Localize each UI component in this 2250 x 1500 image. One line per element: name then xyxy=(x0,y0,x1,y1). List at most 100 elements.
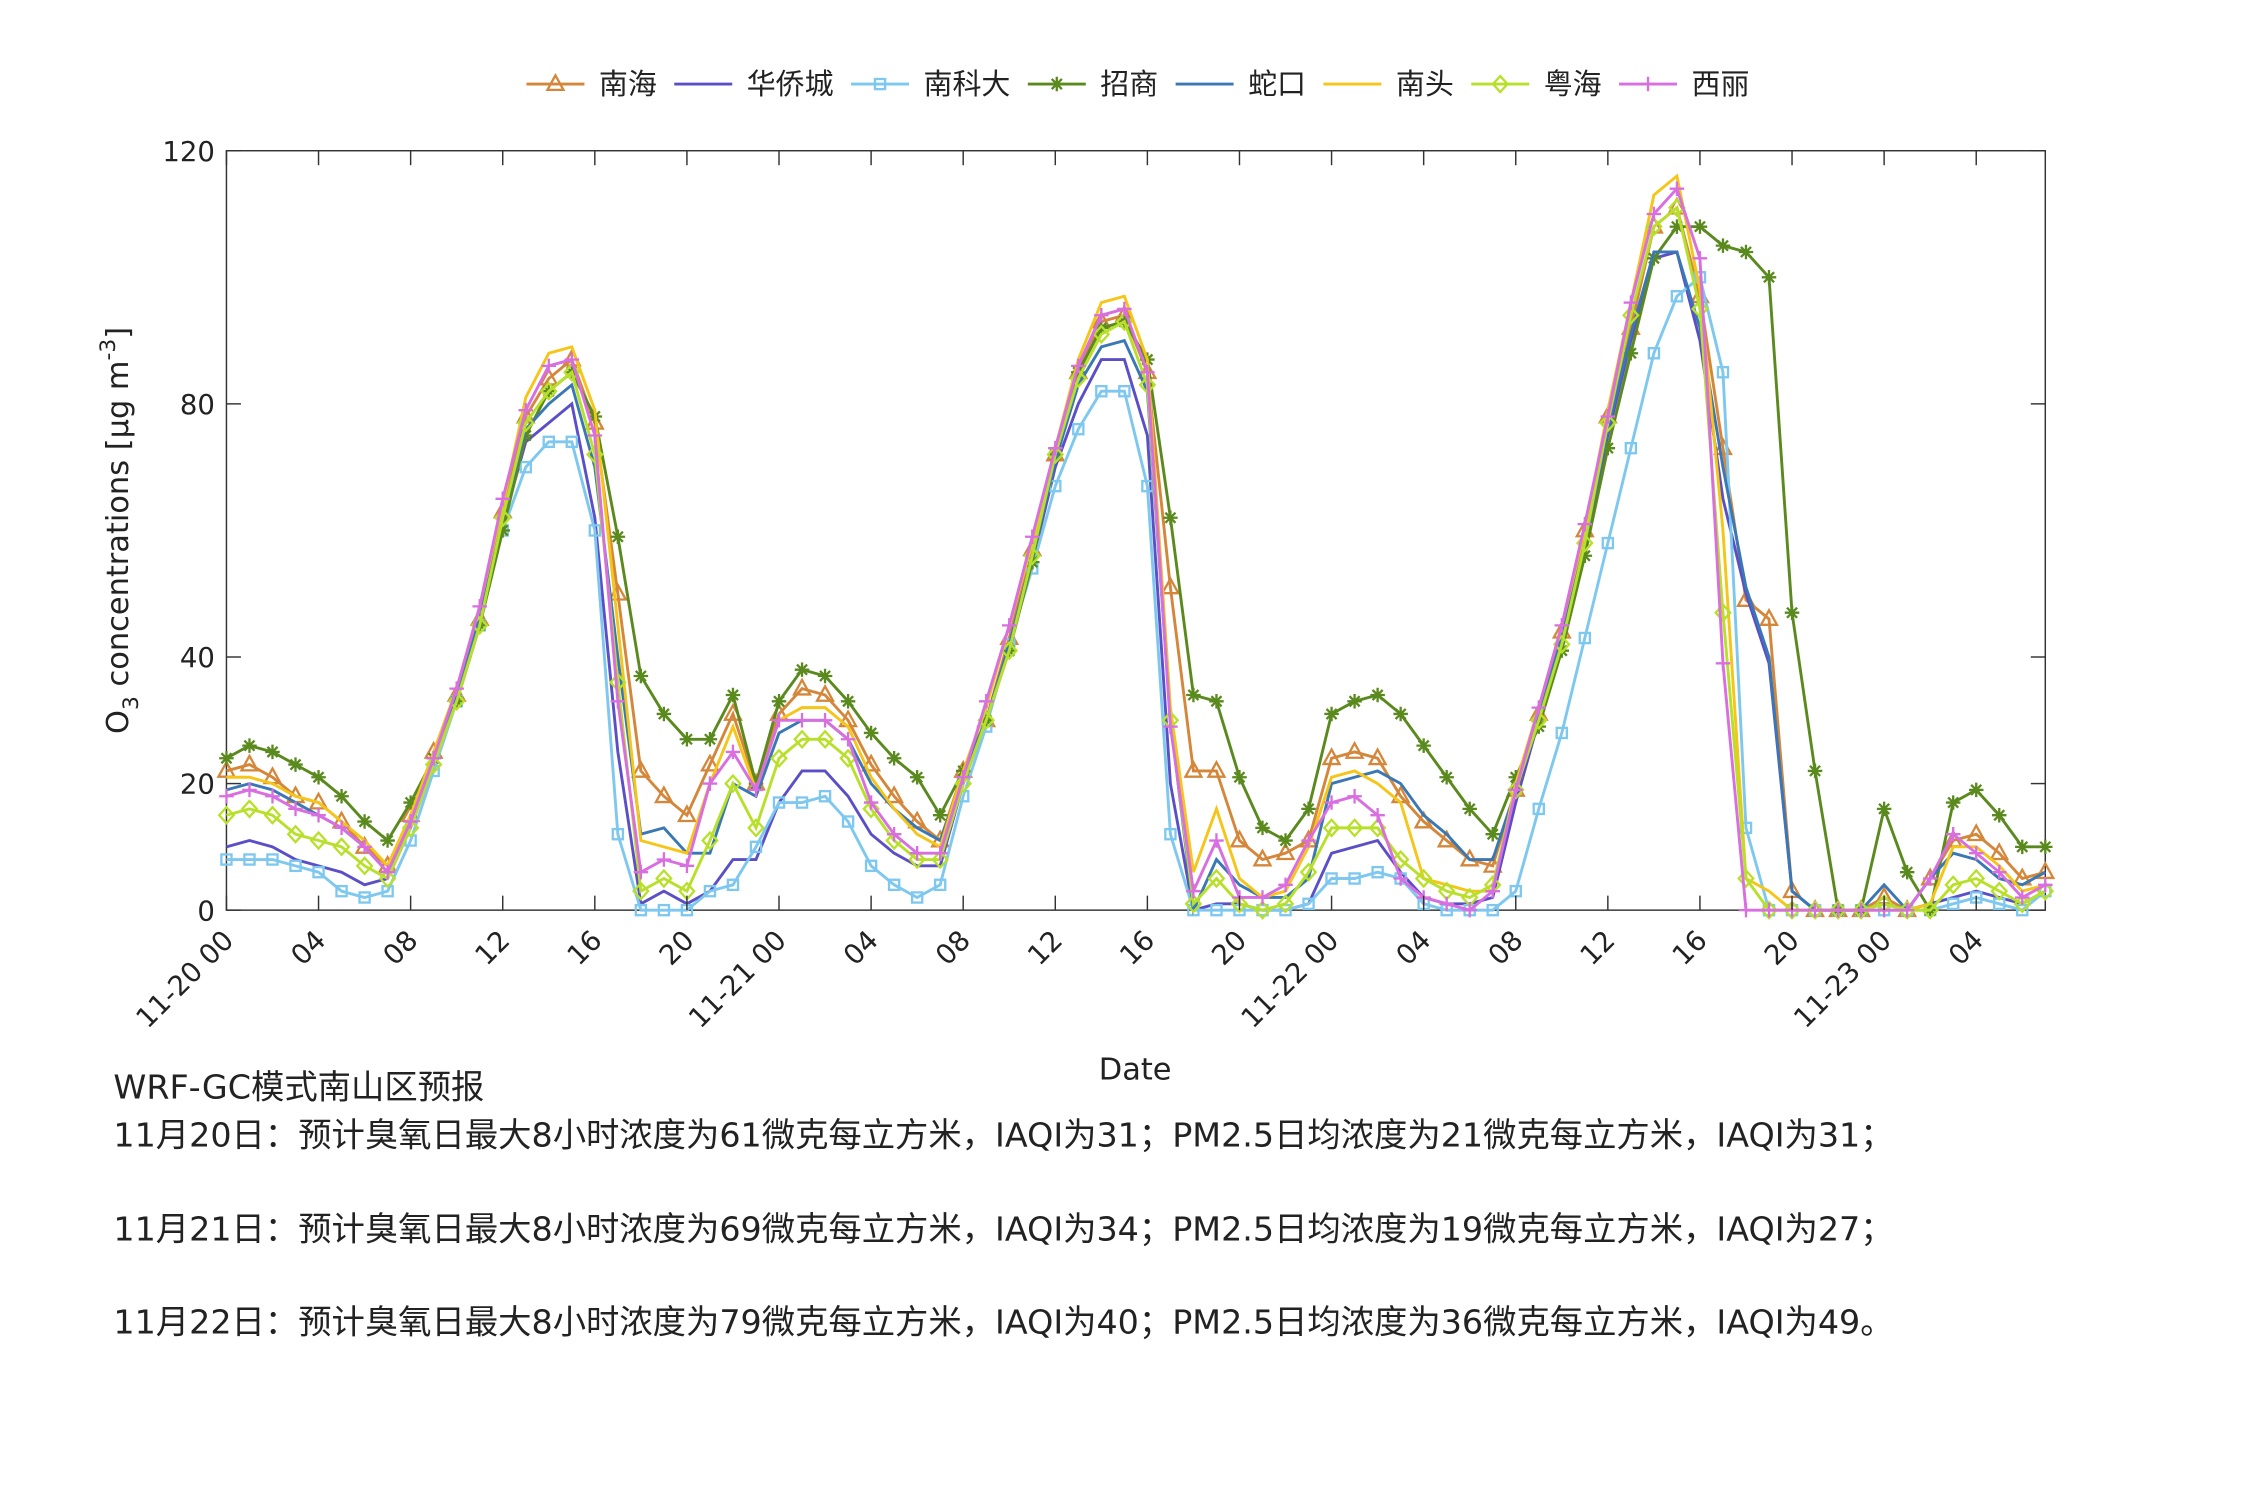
data-marker xyxy=(1095,384,1108,398)
data-marker xyxy=(1852,900,1870,920)
data-marker xyxy=(1623,295,1639,310)
y-label-sup: -3 xyxy=(96,339,121,361)
x-tick-label: 08 xyxy=(1482,924,1529,971)
data-marker xyxy=(657,903,671,917)
data-marker xyxy=(495,523,510,538)
y-tick-label: 80 xyxy=(180,389,215,421)
data-marker xyxy=(265,788,280,804)
data-marker xyxy=(954,773,973,794)
data-marker xyxy=(312,865,325,879)
data-marker xyxy=(1761,902,1777,918)
y-tick-label: 40 xyxy=(180,642,215,674)
x-axis-label: Date xyxy=(1099,1053,1172,1088)
legend-label: 南海 xyxy=(599,67,657,101)
data-marker xyxy=(656,852,672,867)
data-marker xyxy=(1439,896,1454,912)
data-marker xyxy=(1600,409,1616,424)
data-marker xyxy=(1966,823,1987,842)
data-marker xyxy=(1531,700,1547,715)
data-marker xyxy=(242,738,257,753)
data-marker xyxy=(2015,839,2030,855)
data-marker xyxy=(219,788,234,804)
data-marker xyxy=(380,864,395,880)
data-marker xyxy=(1945,795,1961,810)
data-marker xyxy=(1071,358,1086,374)
data-marker xyxy=(289,859,302,873)
legend-marker xyxy=(1491,74,1510,94)
data-marker xyxy=(770,748,788,768)
data-marker xyxy=(1183,759,1204,778)
data-marker xyxy=(1229,829,1250,848)
data-marker xyxy=(1072,422,1085,436)
data-marker xyxy=(1990,881,2009,901)
data-marker xyxy=(1646,206,1662,222)
data-marker xyxy=(932,807,948,823)
data-marker xyxy=(795,796,809,809)
data-marker xyxy=(1163,719,1178,734)
data-marker xyxy=(1921,900,1939,920)
data-marker xyxy=(1577,516,1593,532)
data-marker xyxy=(656,706,672,722)
data-marker xyxy=(542,435,556,449)
data-marker xyxy=(1324,795,1339,810)
data-marker xyxy=(815,683,835,702)
data-marker xyxy=(1669,181,1685,196)
data-marker xyxy=(1324,706,1339,722)
forecast-line: 11月22日：预计臭氧日最大8小时浓度为79微克每立方米，IAQI为40；PM2… xyxy=(113,1302,1893,1341)
data-marker xyxy=(610,529,626,545)
data-marker xyxy=(263,805,282,825)
data-marker xyxy=(1830,902,1846,918)
data-marker xyxy=(1163,510,1178,526)
data-marker xyxy=(239,753,260,772)
data-marker xyxy=(861,753,882,772)
data-marker xyxy=(887,878,901,892)
data-marker xyxy=(1325,872,1338,885)
data-marker xyxy=(401,818,420,838)
data-marker xyxy=(1230,894,1249,914)
data-marker xyxy=(1186,687,1201,703)
data-marker xyxy=(793,729,811,749)
data-marker xyxy=(1738,902,1754,918)
data-marker xyxy=(931,849,949,870)
data-marker xyxy=(1716,365,1730,379)
data-marker xyxy=(1253,900,1272,920)
data-marker xyxy=(1391,849,1410,870)
x-tick-label: 16 xyxy=(1114,924,1161,971)
x-tick-label: 20 xyxy=(653,924,700,971)
data-marker xyxy=(1692,251,1708,266)
data-marker xyxy=(1577,548,1593,563)
data-marker xyxy=(1278,833,1293,848)
data-marker xyxy=(1945,826,1961,842)
y-label-part: O xyxy=(101,710,136,734)
data-marker xyxy=(588,524,602,537)
data-marker xyxy=(1968,782,1984,798)
data-marker xyxy=(862,799,880,819)
data-marker xyxy=(2038,839,2053,855)
data-marker xyxy=(1416,738,1431,753)
data-marker xyxy=(1299,862,1318,882)
data-marker xyxy=(1670,290,1684,303)
legend-marker xyxy=(1049,76,1065,92)
data-marker xyxy=(1025,529,1040,545)
data-marker xyxy=(403,795,418,810)
data-marker xyxy=(1000,640,1019,661)
data-marker xyxy=(1622,305,1640,325)
data-marker xyxy=(332,837,351,857)
data-marker xyxy=(1737,868,1755,889)
data-marker xyxy=(676,804,697,823)
data-marker xyxy=(449,681,464,696)
data-marker xyxy=(1669,219,1685,234)
data-marker xyxy=(1508,769,1523,785)
data-marker xyxy=(243,853,256,866)
data-marker xyxy=(1876,801,1892,817)
data-marker xyxy=(1367,747,1388,766)
data-marker xyxy=(1529,710,1548,730)
data-marker xyxy=(1393,706,1408,722)
data-marker xyxy=(1439,769,1454,785)
data-marker xyxy=(1554,618,1570,633)
data-marker xyxy=(703,884,717,898)
legend-label: 粤海 xyxy=(1544,67,1602,101)
data-marker xyxy=(1691,299,1709,319)
data-marker xyxy=(288,801,303,817)
